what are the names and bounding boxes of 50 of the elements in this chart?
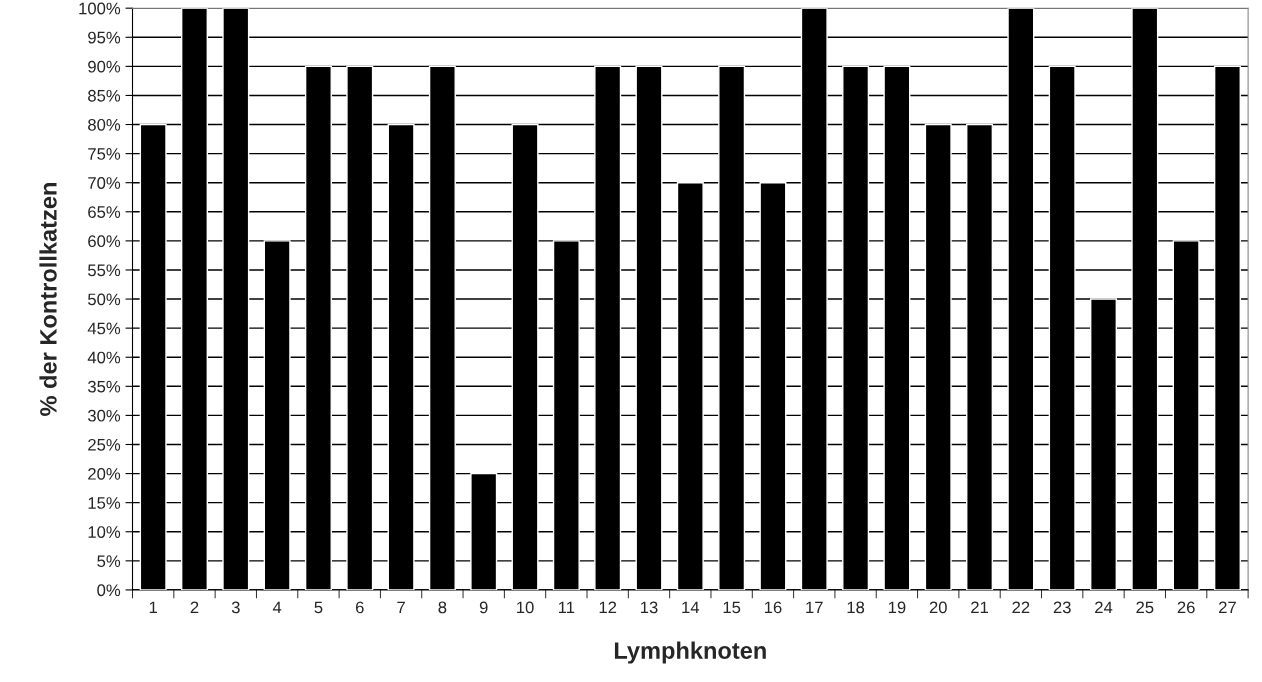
x-tick-label: 11 <box>558 601 575 614</box>
x-tick-label: 25 <box>1136 601 1154 614</box>
x-tick-label: 16 <box>764 601 782 614</box>
y-tick-label: 50% <box>88 293 121 306</box>
x-tick-label: 15 <box>723 601 741 614</box>
y-tick-label: 40% <box>87 351 121 364</box>
y-tick-label: 25% <box>88 438 121 451</box>
y-tick-label: 100% <box>79 2 121 15</box>
x-tick-label: 20 <box>929 601 947 614</box>
x-tick-label: 1 <box>149 601 157 614</box>
x-tick-label: 18 <box>847 601 865 614</box>
x-tick-label: 26 <box>1177 601 1195 614</box>
y-tick-label: 80% <box>88 118 121 131</box>
y-tick-label: 75% <box>88 148 121 160</box>
y-tick-label: 15% <box>88 497 121 509</box>
x-tick-label: 3 <box>231 601 240 614</box>
y-tick-label: 0% <box>97 584 121 597</box>
y-tick-label: 65% <box>88 206 121 218</box>
x-tick-label: 22 <box>1012 601 1030 614</box>
y-tick-label: 70% <box>88 177 121 189</box>
y-tick-label: 10% <box>88 526 121 538</box>
y-tick-label: 20% <box>88 467 121 480</box>
x-tick-label: 19 <box>888 601 906 614</box>
y-tick-label: 45% <box>87 322 121 335</box>
x-tick-label: 10 <box>517 601 534 614</box>
x-tick-label: 4 <box>272 601 282 614</box>
y-tick-label: 30% <box>87 409 121 422</box>
x-tick-label: 23 <box>1053 601 1071 614</box>
x-tick-label: 2 <box>190 601 199 614</box>
x-tick-label: 24 <box>1095 601 1113 614</box>
y-axis-title: % der Kontrollkatzen <box>39 183 57 416</box>
x-tick-label: 14 <box>682 601 700 614</box>
x-tick-label: 5 <box>314 601 323 614</box>
y-tick-label: 5% <box>97 555 121 568</box>
y-tick-label: 90% <box>88 60 121 73</box>
x-tick-label: 7 <box>397 601 405 614</box>
x-tick-label: 21 <box>971 601 988 614</box>
y-tick-label: 35% <box>87 380 121 393</box>
y-tick-label: 55% <box>88 264 121 277</box>
x-tick-label: 8 <box>438 601 447 614</box>
x-tick-label: 13 <box>641 601 658 614</box>
x-tick-label: 9 <box>479 601 488 614</box>
x-axis-title: Lymphknoten <box>614 641 766 664</box>
x-tick-label: 6 <box>355 601 364 614</box>
y-tick-label: 95% <box>88 31 121 44</box>
y-tick-label: 85% <box>88 89 121 102</box>
y-tick-label: 60% <box>88 235 121 248</box>
x-tick-label: 17 <box>806 601 823 614</box>
x-tick-label: 12 <box>599 601 617 614</box>
x-tick-label: 27 <box>1219 601 1236 614</box>
